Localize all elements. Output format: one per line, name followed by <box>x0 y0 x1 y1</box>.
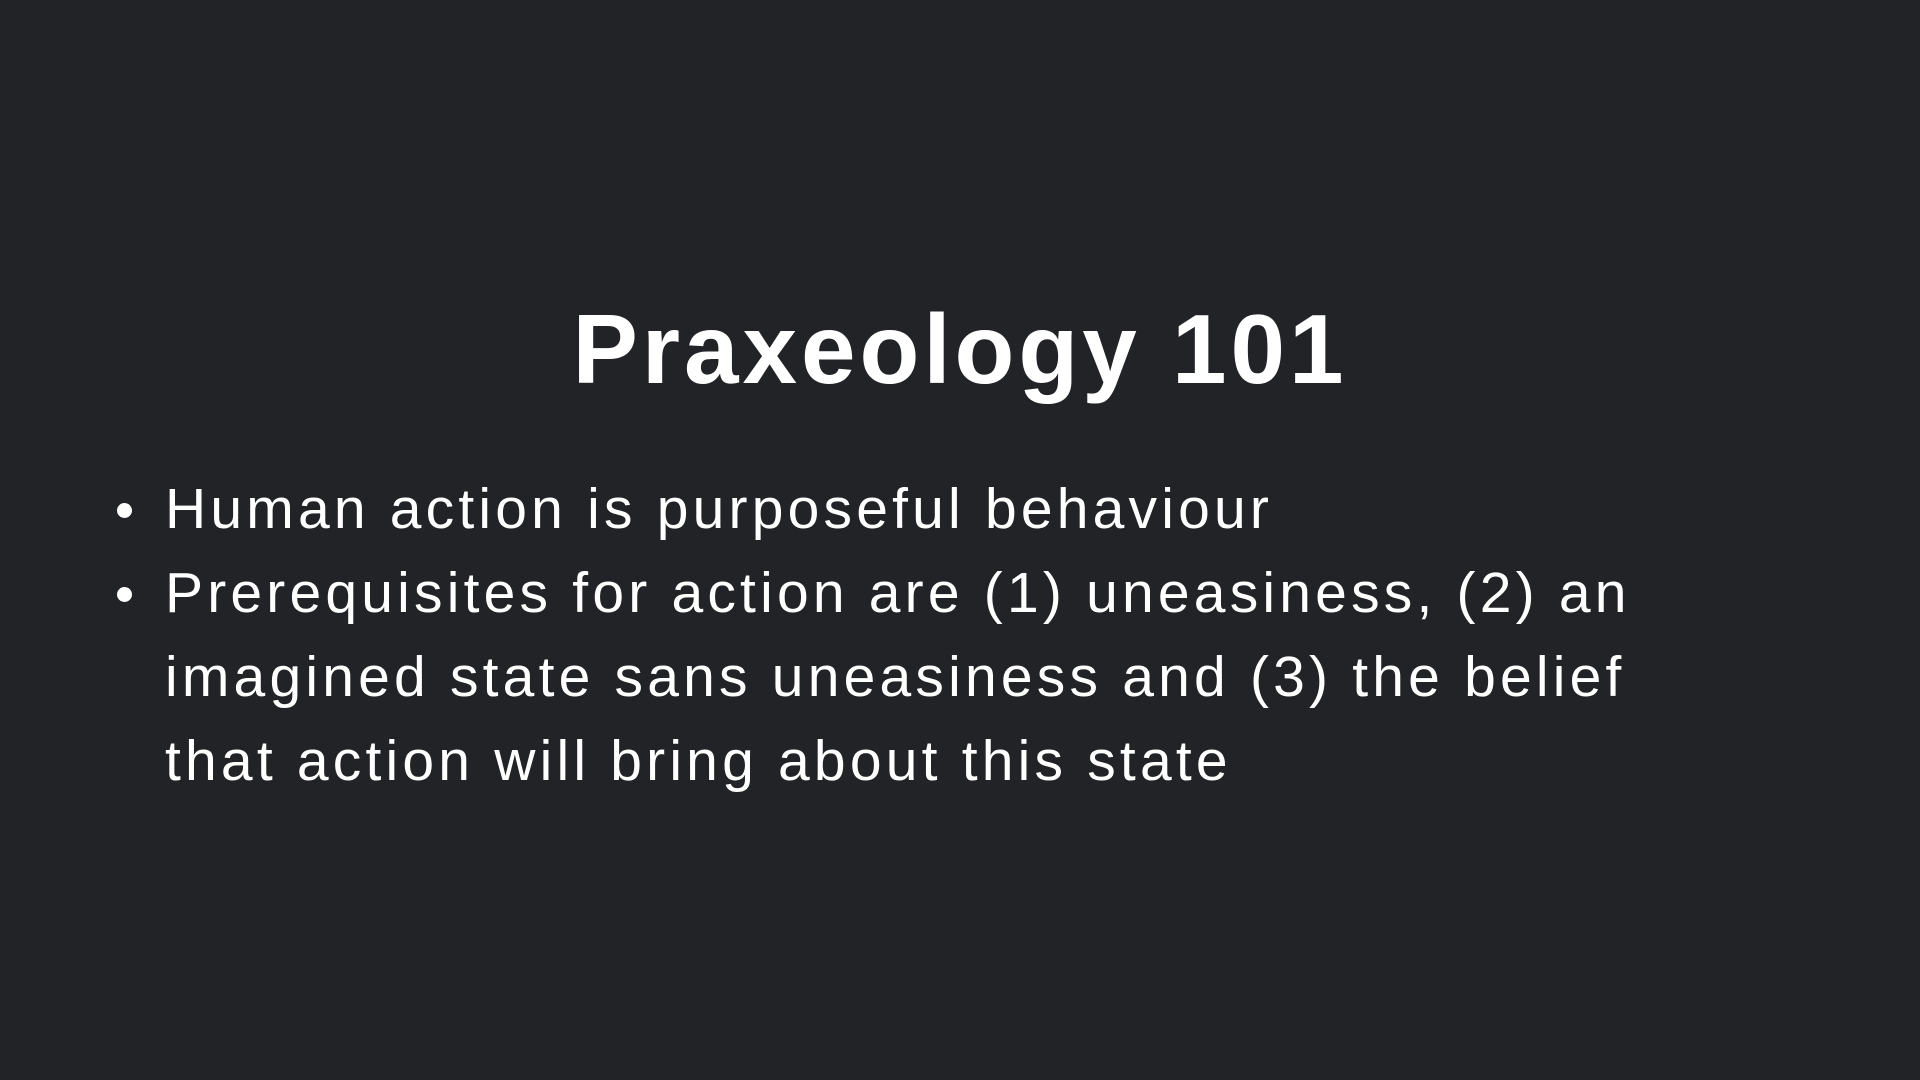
bullet-text: Human action is purposeful behaviour <box>165 477 1274 541</box>
bullet-item: Human action is purposeful behaviour <box>117 467 1745 551</box>
slide-title: Praxeology 101 <box>572 294 1348 404</box>
bullet-dot-icon <box>117 503 132 518</box>
bullet-text: Prerequisites for action are (1) uneasin… <box>165 561 1631 793</box>
bullet-dot-icon <box>117 587 132 602</box>
bullet-list: Human action is purposeful behaviour Pre… <box>117 467 1745 803</box>
bullet-item: Prerequisites for action are (1) uneasin… <box>117 551 1745 803</box>
